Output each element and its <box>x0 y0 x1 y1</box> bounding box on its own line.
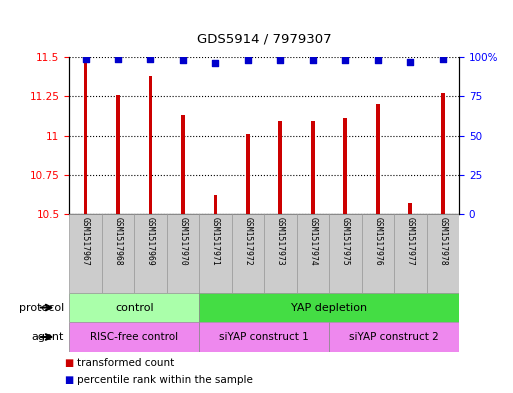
Text: ■: ■ <box>64 375 73 385</box>
Point <box>439 55 447 62</box>
Text: ■: ■ <box>64 358 73 367</box>
Bar <box>102 214 134 293</box>
Text: GSM1517968: GSM1517968 <box>113 217 123 265</box>
Bar <box>329 322 459 352</box>
Text: GSM1517975: GSM1517975 <box>341 217 350 265</box>
Bar <box>427 214 459 293</box>
Bar <box>344 118 347 214</box>
Point <box>341 57 349 63</box>
Bar <box>149 76 152 214</box>
Bar <box>297 214 329 293</box>
Text: GSM1517976: GSM1517976 <box>373 217 382 265</box>
Bar <box>362 214 394 293</box>
Text: GSM1517978: GSM1517978 <box>439 217 447 265</box>
Text: GSM1517972: GSM1517972 <box>244 217 252 265</box>
Bar <box>311 121 315 214</box>
Bar <box>199 293 459 322</box>
Text: GSM1517967: GSM1517967 <box>81 217 90 265</box>
Bar <box>264 214 297 293</box>
Point <box>244 57 252 63</box>
Bar <box>84 62 87 214</box>
Point <box>146 55 154 62</box>
Bar <box>69 322 199 352</box>
Text: GDS5914 / 7979307: GDS5914 / 7979307 <box>197 32 331 45</box>
Bar <box>69 214 102 293</box>
Bar <box>199 214 232 293</box>
Bar <box>329 214 362 293</box>
Point <box>309 57 317 63</box>
Point <box>114 55 122 62</box>
Text: transformed count: transformed count <box>77 358 174 367</box>
Text: GSM1517969: GSM1517969 <box>146 217 155 265</box>
Text: GSM1517973: GSM1517973 <box>276 217 285 265</box>
Point <box>179 57 187 63</box>
Bar <box>394 214 427 293</box>
Bar <box>232 214 264 293</box>
Bar <box>279 121 282 214</box>
Text: GSM1517974: GSM1517974 <box>308 217 318 265</box>
Text: GSM1517971: GSM1517971 <box>211 217 220 265</box>
Point <box>82 55 90 62</box>
Text: control: control <box>115 303 153 312</box>
Bar <box>213 195 218 214</box>
Bar <box>408 203 412 214</box>
Bar <box>441 93 445 214</box>
Text: YAP depletion: YAP depletion <box>291 303 367 312</box>
Bar <box>376 104 380 214</box>
Text: protocol: protocol <box>19 303 64 312</box>
Text: RISC-free control: RISC-free control <box>90 332 179 342</box>
Text: siYAP construct 2: siYAP construct 2 <box>349 332 439 342</box>
Text: percentile rank within the sample: percentile rank within the sample <box>77 375 253 385</box>
Bar <box>246 134 250 214</box>
Point <box>211 60 220 66</box>
Text: agent: agent <box>32 332 64 342</box>
Text: GSM1517977: GSM1517977 <box>406 217 415 265</box>
Bar <box>134 214 167 293</box>
Point <box>277 57 285 63</box>
Point <box>406 59 415 65</box>
Text: siYAP construct 1: siYAP construct 1 <box>220 332 309 342</box>
Bar <box>199 322 329 352</box>
Bar <box>167 214 199 293</box>
Bar <box>116 95 120 214</box>
Text: GSM1517970: GSM1517970 <box>179 217 187 265</box>
Bar <box>69 293 199 322</box>
Point <box>374 57 382 63</box>
Bar <box>181 115 185 214</box>
